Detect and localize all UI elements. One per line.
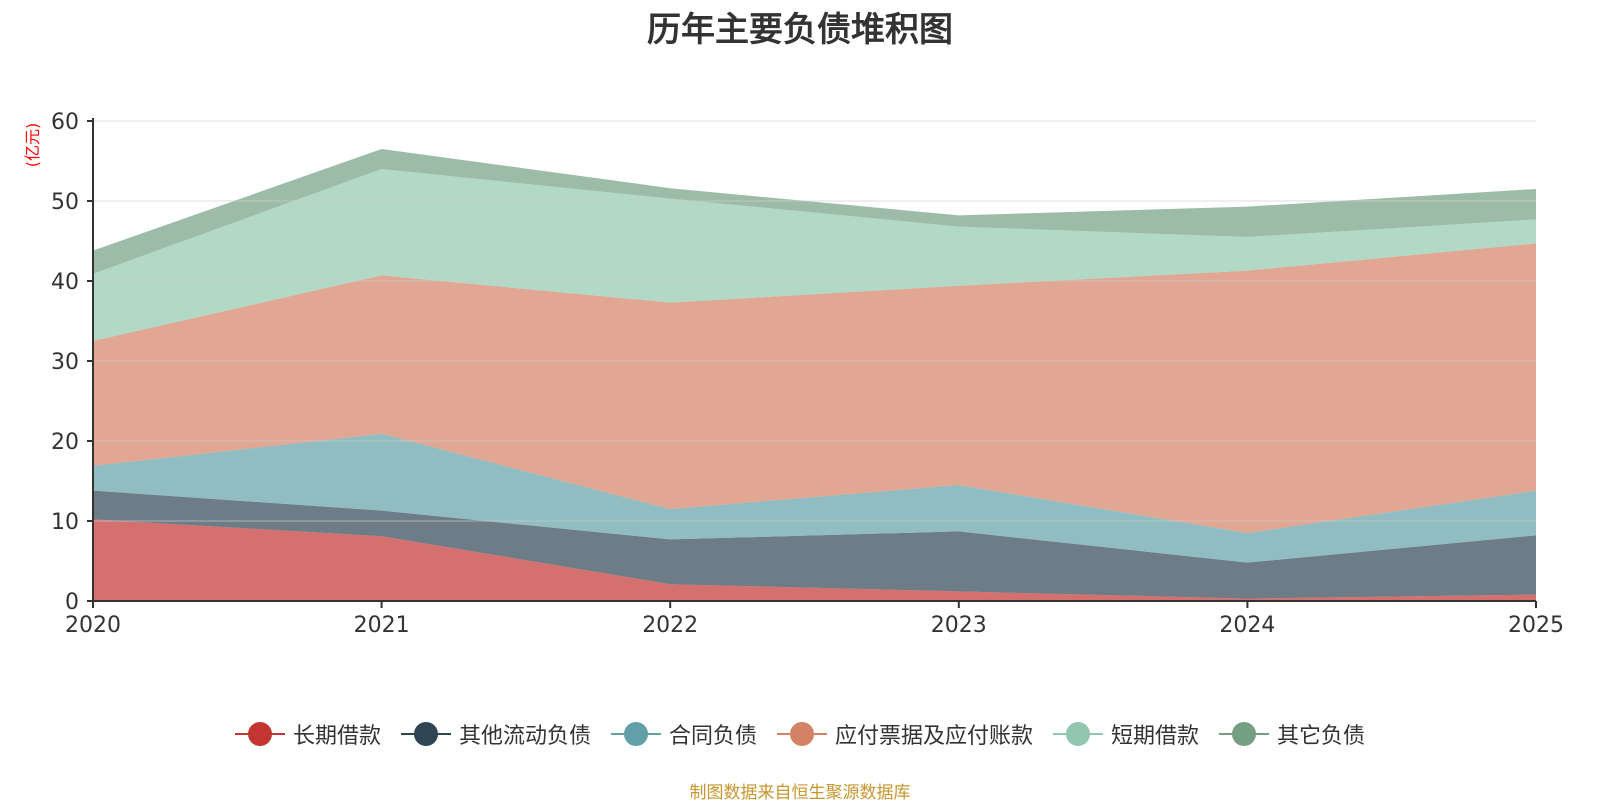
legend-circle-icon [610, 721, 661, 747]
legend-item-3[interactable]: 应付票据及应付账款 [777, 718, 1033, 750]
x-tick-label: 2021 [354, 613, 410, 638]
y-tick-label: 10 [51, 510, 79, 535]
legend-label: 其他流动负债 [458, 724, 591, 749]
y-tick-label: 30 [51, 350, 79, 375]
y-axis-unit-label: (亿元) [23, 123, 42, 168]
legend-label: 短期借款 [1111, 724, 1200, 749]
legend-label: 合同负债 [668, 724, 757, 749]
y-tick-label: 20 [51, 430, 79, 455]
area-series-5[interactable] [93, 149, 1536, 274]
y-tick-label: 60 [51, 110, 79, 135]
y-tick-label: 50 [51, 190, 79, 215]
legend: 长期借款 其他流动负债 合同负债 应付票据及应付账款 短期借款 其它负债 [0, 718, 1600, 750]
chart-title: 历年主要负债堆积图 [647, 10, 953, 50]
legend-item-1[interactable]: 其他流动负债 [400, 718, 591, 750]
legend-label: 应付票据及应付账款 [835, 724, 1034, 749]
x-tick-label: 2023 [931, 613, 987, 638]
x-tick-label: 2025 [1508, 613, 1564, 638]
legend-label: 长期借款 [292, 724, 381, 749]
legend-circle-icon [777, 721, 827, 747]
area-series-0[interactable] [93, 519, 1536, 601]
grid-lines [93, 120, 1536, 522]
x-tick-label: 2022 [642, 613, 698, 638]
legend-item-0[interactable]: 长期借款 [234, 718, 381, 750]
x-tick-label: 2020 [65, 613, 121, 638]
x-tick-label: 2024 [1219, 613, 1275, 638]
y-tick-label: 40 [51, 270, 79, 295]
area-series-2[interactable] [93, 433, 1536, 563]
area-series-3[interactable] [93, 243, 1536, 533]
data-source-note: 制图数据来自恒生聚源数据库 [689, 783, 911, 803]
legend-item-5[interactable]: 其它负债 [1219, 718, 1365, 750]
y-tick-label: 0 [65, 590, 79, 615]
area-series-1[interactable] [93, 490, 1536, 599]
legend-label: 其它负债 [1277, 724, 1366, 749]
area-series-4[interactable] [93, 169, 1536, 341]
legend-circle-icon [1053, 721, 1104, 747]
legend-circle-icon [234, 721, 285, 747]
axes: 0 10 20 30 40 50 60 2020 2021 2022 2023 2024 2025 [51, 110, 1564, 638]
legend-item-4[interactable]: 短期借款 [1053, 718, 1199, 750]
legend-circle-icon [1219, 721, 1270, 747]
stacked-areas [93, 149, 1536, 601]
legend-circle-icon [400, 721, 451, 747]
legend-item-2[interactable]: 合同负债 [610, 718, 757, 750]
